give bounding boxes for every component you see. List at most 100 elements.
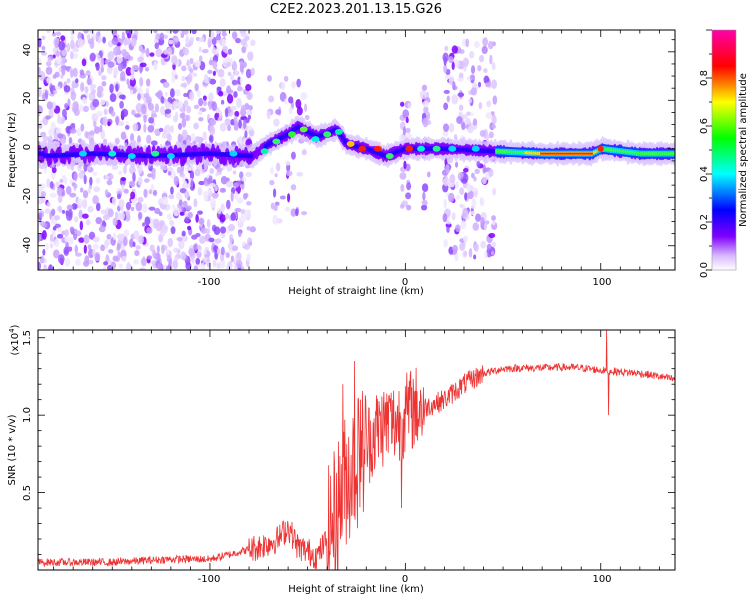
heat-cell	[505, 150, 508, 154]
heat-cell	[58, 267, 64, 270]
heat-cell	[178, 239, 185, 250]
heat-cell	[213, 245, 219, 253]
heat-cell	[466, 111, 471, 116]
heat-cell	[421, 183, 429, 192]
heat-cell	[167, 133, 172, 142]
heat-cell	[522, 151, 525, 155]
heat-cell	[153, 60, 158, 71]
heat-cell	[235, 259, 243, 268]
heat-cell	[231, 79, 238, 86]
heat-cell	[466, 183, 472, 193]
heat-cell	[144, 216, 151, 226]
heat-cell	[151, 170, 156, 180]
heat-cell	[208, 92, 214, 102]
heat-cell	[72, 52, 79, 59]
heat-cell	[614, 148, 617, 152]
bottom-x-axis-label: Height of straight line (km)	[288, 584, 424, 595]
heat-cell	[179, 112, 186, 119]
heat-cell	[71, 203, 78, 210]
heat-cell	[484, 250, 488, 259]
heat-cell	[186, 225, 192, 231]
heat-cell	[164, 108, 172, 114]
heat-cell	[206, 219, 211, 228]
heat-cell	[250, 39, 256, 47]
heat-cell	[459, 187, 465, 196]
heat-cell	[458, 104, 464, 111]
heat-cell	[240, 33, 247, 38]
heat-cell	[400, 101, 405, 107]
heat-cell	[181, 65, 187, 72]
colorbar-gradient	[712, 30, 736, 270]
colorbar-tick-label: 0.8	[699, 70, 710, 86]
heat-cell	[242, 193, 248, 200]
heat-cell	[207, 37, 212, 48]
heat-cell	[206, 177, 213, 185]
heat-cell	[455, 194, 461, 200]
heat-cell	[488, 232, 496, 238]
heat-cell	[47, 56, 52, 66]
top-x-tick-label: -100	[198, 277, 221, 288]
heat-cell	[596, 149, 600, 153]
heat-cell	[137, 92, 141, 101]
heat-cell	[81, 198, 88, 209]
heat-cell	[220, 99, 225, 105]
heat-cell	[120, 177, 127, 182]
heat-cell	[270, 167, 274, 175]
heat-cell	[583, 152, 586, 155]
heat-cell	[88, 30, 94, 34]
heat-cell	[524, 151, 527, 155]
heat-cell	[486, 243, 492, 251]
heat-cell	[123, 51, 130, 60]
spectrogram-ticks	[38, 30, 675, 271]
heat-cell	[206, 257, 211, 268]
heat-cell	[296, 78, 301, 88]
heat-cell	[471, 172, 475, 179]
heat-cell	[446, 226, 450, 233]
heat-cell	[162, 81, 170, 88]
heat-cell	[212, 259, 217, 268]
heat-cell	[116, 243, 121, 251]
heat-cell	[98, 70, 102, 76]
heat-cell	[142, 222, 146, 227]
heat-cell	[661, 152, 664, 156]
heat-cell	[405, 163, 411, 172]
heat-cell	[274, 201, 280, 206]
heat-cell	[123, 236, 128, 247]
heat-cell	[281, 81, 286, 91]
heat-cell	[207, 188, 213, 193]
heat-cell	[85, 70, 91, 76]
heat-cell	[99, 124, 103, 133]
heat-cell	[226, 199, 231, 210]
heat-cell	[226, 163, 233, 172]
heat-cell	[195, 232, 201, 238]
heat-cell	[405, 145, 414, 152]
heat-cell	[279, 195, 286, 200]
heat-cell	[245, 171, 252, 177]
heat-cell	[476, 160, 481, 168]
heat-cell	[229, 233, 233, 243]
bottom-x-tick-label: 0	[402, 574, 408, 585]
heat-cell	[138, 234, 144, 245]
heat-cell	[109, 93, 117, 103]
heat-cell	[405, 117, 409, 124]
heat-cell	[150, 113, 158, 118]
heat-cell	[182, 47, 190, 56]
heat-cell	[385, 153, 394, 160]
heat-cell	[459, 242, 466, 251]
heat-cell	[475, 213, 482, 222]
heat-cell	[112, 232, 117, 241]
heat-cell	[173, 256, 179, 262]
heat-cell	[227, 124, 231, 132]
heat-cell	[471, 187, 479, 193]
heat-cell	[156, 263, 164, 270]
heat-cell	[189, 57, 194, 65]
heat-cell	[139, 77, 144, 87]
heat-cell	[442, 52, 449, 63]
heat-cell	[179, 134, 184, 141]
heat-cell	[44, 208, 51, 214]
heat-cell	[480, 240, 487, 249]
heat-cell	[485, 82, 491, 88]
heat-cell	[426, 171, 431, 178]
heat-cell	[88, 231, 96, 240]
heat-cell	[606, 148, 609, 152]
